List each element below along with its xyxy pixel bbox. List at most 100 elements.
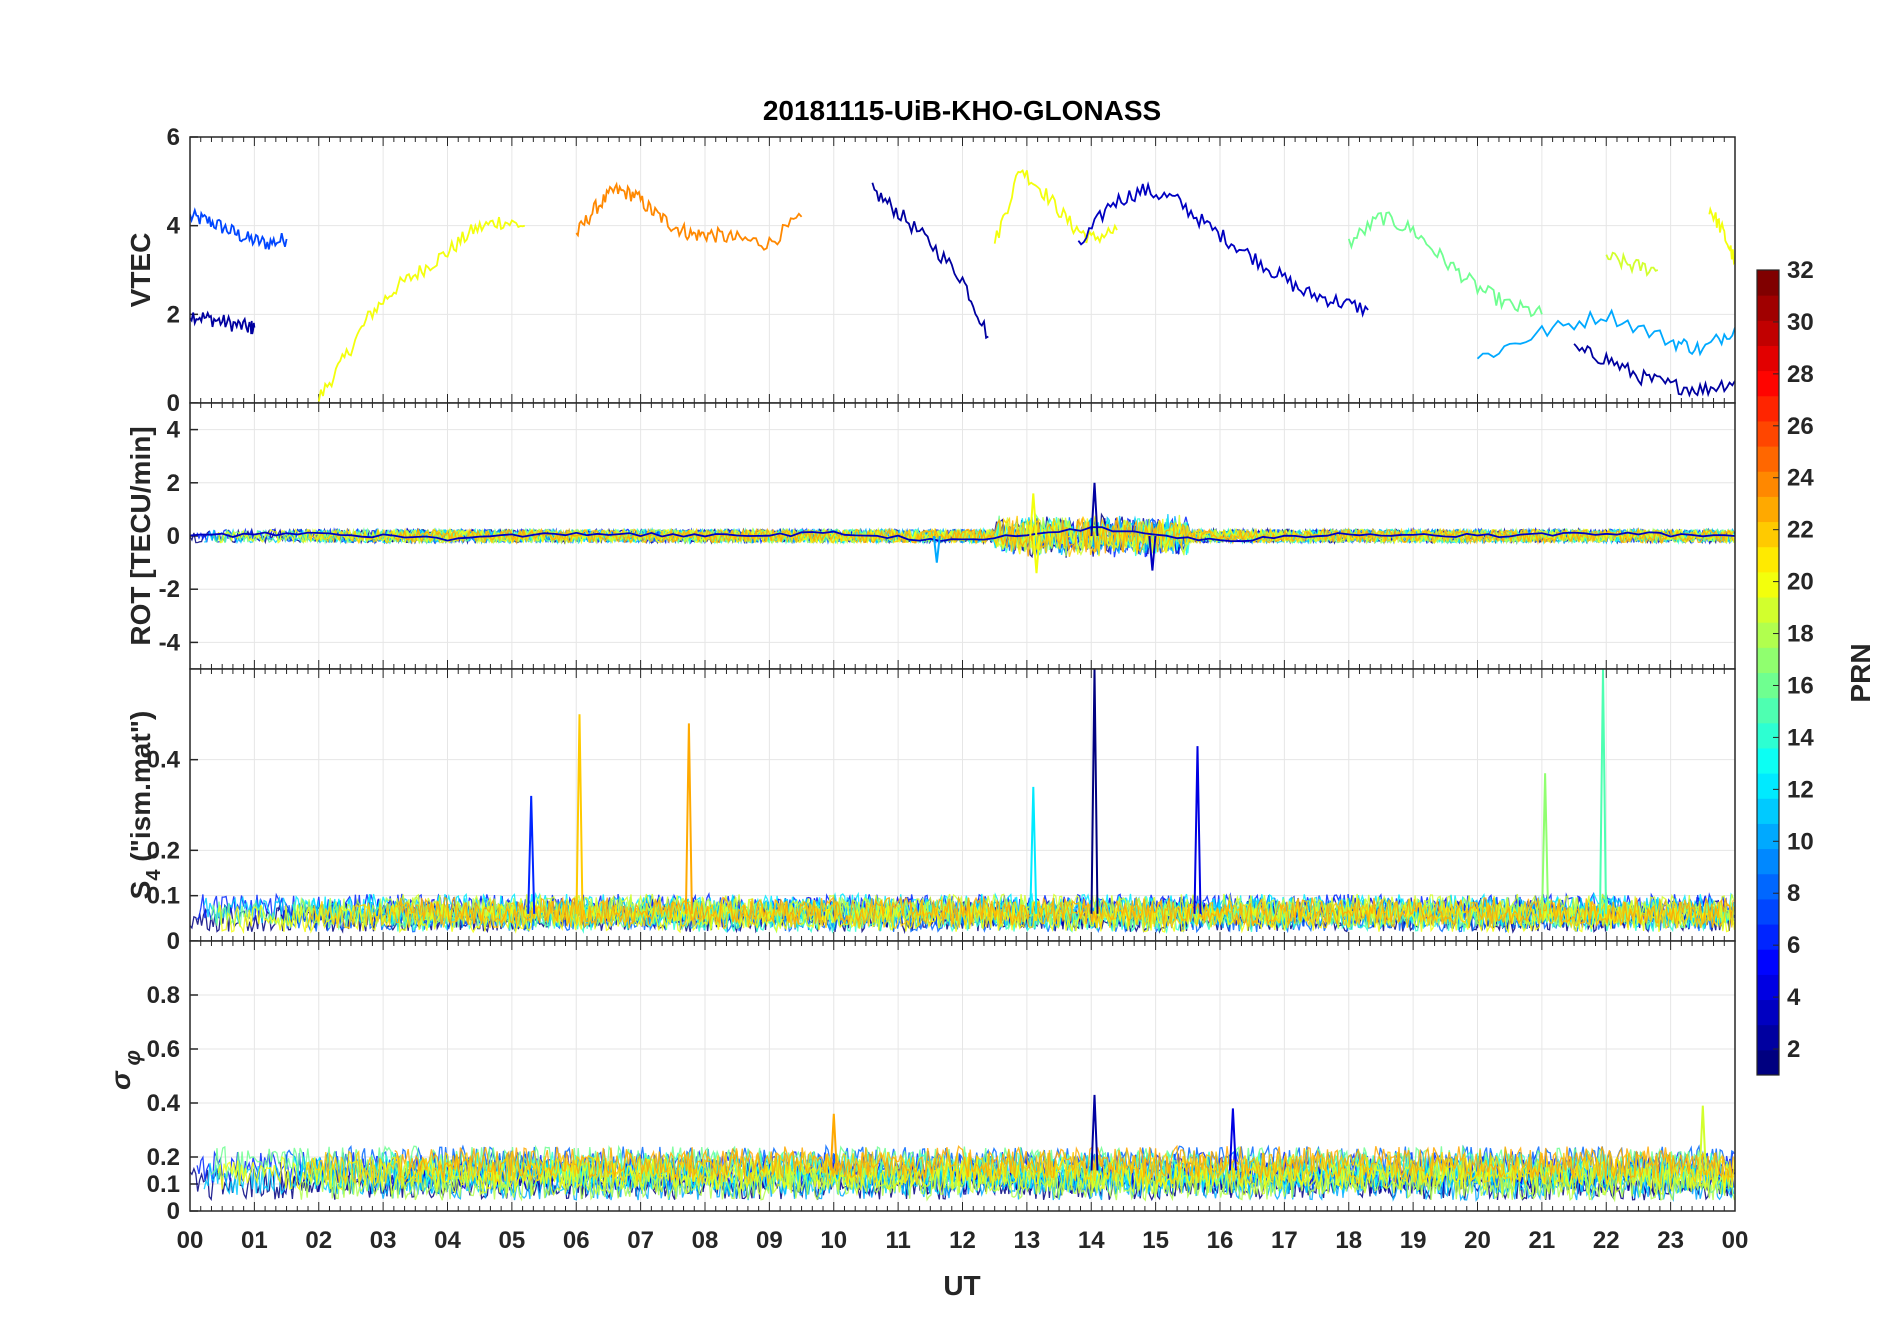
y-tick-label: 0 [167, 1198, 180, 1225]
x-tick-label: 00 [177, 1227, 204, 1254]
colorbar-tick-label: 8 [1787, 880, 1800, 907]
series-line [394, 517, 1734, 557]
y-tick-label: 4 [167, 213, 181, 240]
spike-mark [1032, 535, 1041, 574]
series-line [305, 1149, 1735, 1186]
x-axis-label: UT [943, 1270, 980, 1301]
y-tick-label: 0 [167, 523, 180, 550]
colorbar-segment [1757, 848, 1779, 875]
colorbar-tick-label: 30 [1787, 309, 1814, 336]
series-line [1708, 205, 1735, 266]
series-line [394, 1144, 1734, 1180]
series-line [217, 902, 1735, 935]
x-tick-label: 18 [1335, 1227, 1362, 1254]
panel-data [190, 1094, 1735, 1203]
colorbar-segment [1757, 295, 1779, 321]
colorbar-segment [1757, 571, 1779, 598]
colorbar-segment [1757, 370, 1779, 397]
colorbar-segment [1757, 446, 1779, 472]
spike-mark [1698, 1105, 1707, 1171]
y-tick-label: 4 [167, 417, 181, 444]
spike-mark [684, 723, 693, 914]
series-line [1347, 211, 1543, 318]
spike-mark [527, 795, 536, 914]
series-line [1605, 251, 1659, 278]
colorbar-segment [1757, 270, 1779, 296]
panel-2: 0 0.1 0.2 0.4 [147, 668, 1736, 955]
x-tick-label: 06 [563, 1227, 590, 1254]
colorbar-tick-label: 26 [1787, 413, 1814, 440]
x-tick-label: 15 [1142, 1227, 1169, 1254]
x-tick-label: 09 [756, 1227, 783, 1254]
y-tick-label: 0.6 [147, 1036, 180, 1063]
x-tick-label: 19 [1400, 1227, 1427, 1254]
colorbar-tick-label: 2 [1787, 1036, 1800, 1063]
colorbar-segment [1757, 521, 1779, 548]
x-tick-label: 16 [1207, 1227, 1234, 1254]
series-line [575, 181, 803, 251]
x-tick-label: 23 [1657, 1227, 1684, 1254]
colorbar-tick-label: 14 [1787, 724, 1814, 751]
colorbar-segment [1757, 949, 1779, 975]
panel-border [189, 940, 1736, 1212]
x-tick-label: 00 [1722, 1227, 1749, 1254]
x-tick-labels: 00 01 02 03 04 05 06 07 08 09 10 11 12 13 14 15 16 17 18 19… [177, 1227, 1749, 1254]
spike-mark [1541, 773, 1550, 914]
colorbar-segment [1757, 597, 1779, 623]
colorbar-segment [1757, 747, 1779, 774]
y-tick-label: 0.4 [147, 1090, 181, 1117]
y-tick-label: 0.1 [147, 1171, 180, 1198]
x-tick-label: 01 [241, 1227, 268, 1254]
y-label-rot: ROT [TECU/min] [125, 426, 156, 645]
panel-0: 0 2 4 6 [167, 124, 1736, 417]
spike-mark [1029, 493, 1038, 537]
colorbar-segment [1757, 647, 1779, 673]
x-tick-label: 22 [1593, 1227, 1620, 1254]
series-line [1077, 181, 1369, 318]
y-tick-label: 0.8 [147, 982, 180, 1009]
y-tick-label: 0.1 [147, 883, 180, 910]
colorbar-segment [1757, 546, 1779, 573]
y-label-s4: S4 ("ism.mat") [125, 711, 165, 900]
y-tick-label: 2 [167, 470, 180, 497]
x-tick-label: 17 [1271, 1227, 1298, 1254]
spike-mark [1599, 669, 1607, 914]
x-tick-label: 12 [949, 1227, 976, 1254]
spike-mark [575, 714, 584, 914]
y-tick-label: 0.2 [147, 837, 180, 864]
spike-mark [1193, 746, 1202, 914]
x-tick-label: 21 [1529, 1227, 1556, 1254]
x-tick-label: 05 [499, 1227, 526, 1254]
panel-3: 00.10.2 0.4 0.6 0.8 [147, 940, 1736, 1225]
colorbar-segment [1757, 672, 1779, 699]
y-tick-label: 0 [167, 390, 180, 417]
colorbar-tick-label: 6 [1787, 932, 1800, 959]
panel-data [190, 168, 1735, 402]
series-line [1476, 308, 1735, 360]
x-tick-label: 03 [370, 1227, 397, 1254]
spike-mark [1148, 535, 1157, 571]
colorbar-segment [1757, 924, 1779, 950]
colorbar-label: PRN [1845, 643, 1876, 702]
colorbar-segment [1757, 798, 1779, 824]
series-line [993, 168, 1118, 245]
colorbar-tick-label: 4 [1787, 984, 1801, 1011]
y-label-vtec: VTEC [125, 233, 156, 308]
x-tick-label: 11 [885, 1227, 910, 1254]
x-tick-label: 02 [305, 1227, 332, 1254]
colorbar-tick-label: 22 [1787, 517, 1814, 544]
spike-mark [932, 535, 941, 563]
y-label-sigma-phi: σφ [105, 1050, 145, 1090]
colorbar-segment [1757, 1049, 1779, 1076]
y-tick-label: -4 [159, 629, 181, 656]
chart-title: 20181115-UiB-KHO-GLONASS [763, 95, 1161, 126]
series-line [871, 182, 989, 340]
x-tick-label: 13 [1014, 1227, 1041, 1254]
y-tick-label: 0 [167, 928, 180, 955]
x-tick-label: 20 [1464, 1227, 1491, 1254]
colorbar-segment [1757, 974, 1779, 1001]
x-tick-label: 08 [692, 1227, 719, 1254]
